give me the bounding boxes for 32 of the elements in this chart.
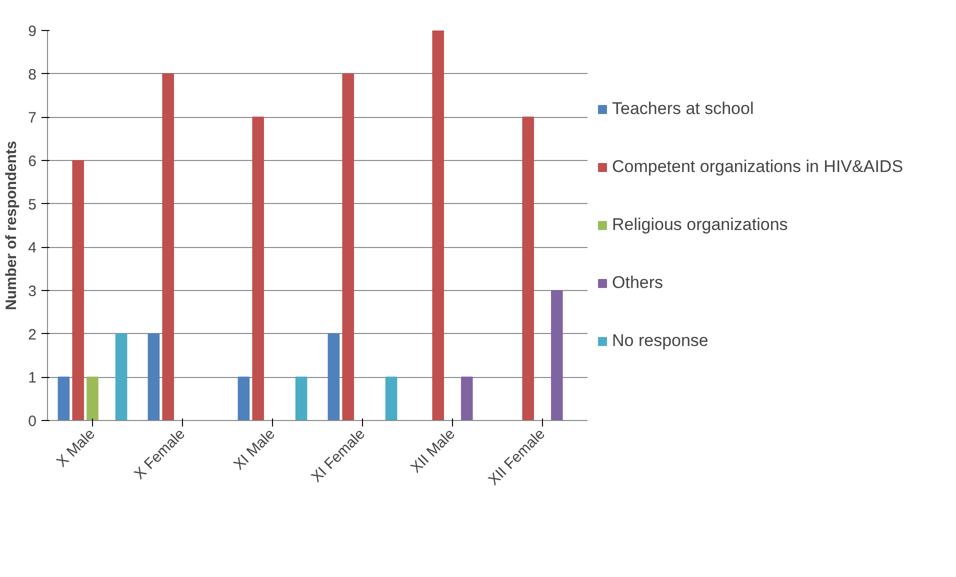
bar xyxy=(58,376,70,420)
y-tick-label: 7 xyxy=(28,110,36,127)
y-tick-label: 8 xyxy=(28,66,36,84)
y-tick-label: 3 xyxy=(28,283,36,300)
y-tick-label: 4 xyxy=(28,240,36,257)
y-tick-label: 9 xyxy=(28,23,36,40)
bar xyxy=(522,116,534,420)
bar xyxy=(72,160,84,420)
legend-label: Others xyxy=(612,273,664,293)
bar xyxy=(252,116,264,420)
bar xyxy=(148,333,160,420)
bar xyxy=(342,73,354,420)
bar xyxy=(461,376,473,420)
bar xyxy=(162,73,174,420)
legend-label: Religious organizations xyxy=(612,215,788,235)
y-tick-label: 2 xyxy=(28,326,36,344)
y-axis-title: Number of respondents xyxy=(3,140,20,310)
bar xyxy=(328,333,340,420)
legend-label: Competent organizations in HIV&AIDS xyxy=(612,157,904,177)
bar xyxy=(432,30,444,420)
bar xyxy=(295,376,308,420)
bar xyxy=(115,333,128,420)
bar xyxy=(551,290,563,420)
legend-label: Teachers at school xyxy=(612,99,754,119)
y-tick-label: 5 xyxy=(28,196,36,214)
bar xyxy=(238,376,250,420)
bar xyxy=(385,376,398,420)
bar xyxy=(86,376,98,420)
y-tick-label: 6 xyxy=(28,153,36,170)
legend-label: No response xyxy=(612,331,708,351)
y-tick-label: 1 xyxy=(28,370,36,387)
y-tick-label: 0 xyxy=(28,413,36,430)
